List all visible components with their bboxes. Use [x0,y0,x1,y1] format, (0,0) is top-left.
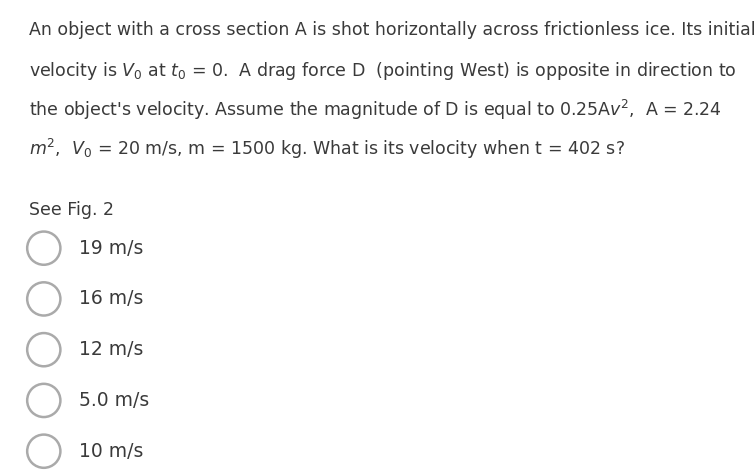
Text: $m^2$,  $V_0$ = 20 m/s, m = 1500 kg. What is its velocity when t = 402 s?: $m^2$, $V_0$ = 20 m/s, m = 1500 kg. What… [29,137,624,161]
Text: 16 m/s: 16 m/s [79,290,143,308]
Text: 10 m/s: 10 m/s [79,442,143,461]
Text: See Fig. 2: See Fig. 2 [29,201,114,219]
Text: An object with a cross section A is shot horizontally across frictionless ice. I: An object with a cross section A is shot… [29,21,755,39]
Text: 5.0 m/s: 5.0 m/s [79,391,149,410]
Text: 12 m/s: 12 m/s [79,340,143,359]
Text: the object's velocity. Assume the magnitude of D is equal to 0.25A$v^2$,  A = 2.: the object's velocity. Assume the magnit… [29,98,721,122]
Text: 19 m/s: 19 m/s [79,239,143,258]
Text: velocity is $\mathit{V}_{\mathit{0}}$ at $t_0$ = 0.  A drag force D  (pointing W: velocity is $\mathit{V}_{\mathit{0}}$ at… [29,60,736,82]
